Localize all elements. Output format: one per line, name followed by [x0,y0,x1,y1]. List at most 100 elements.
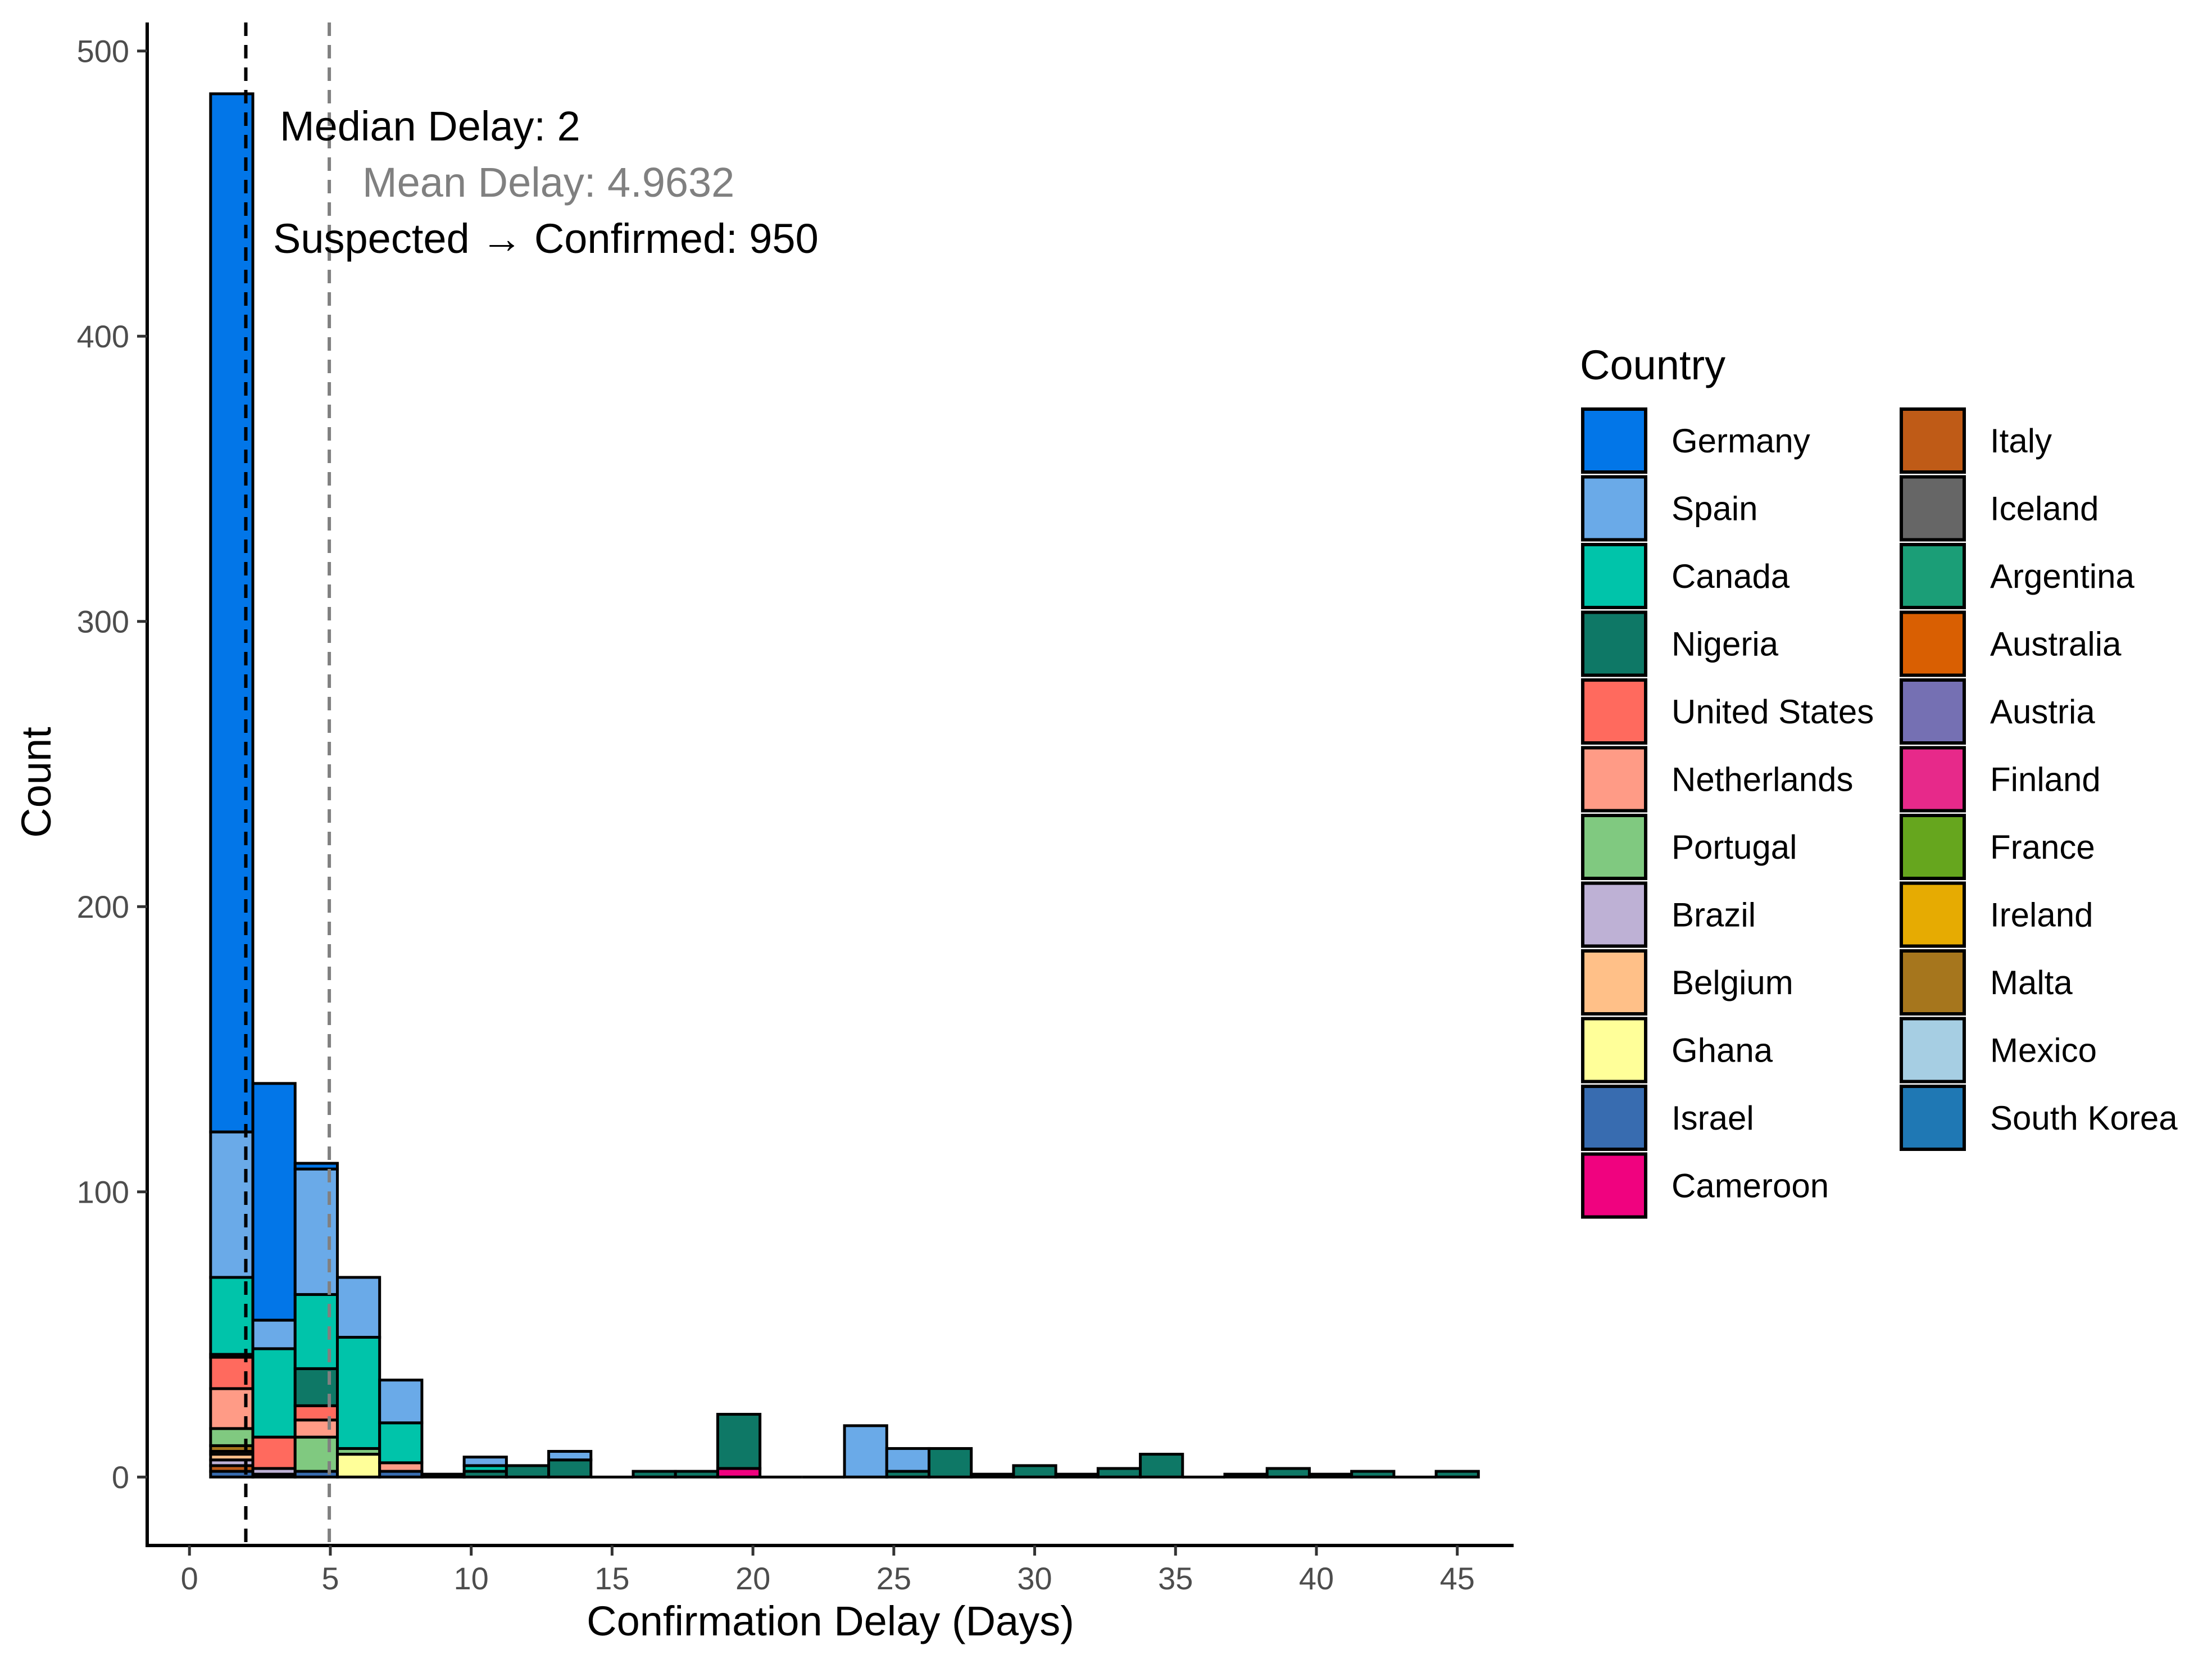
bar-segment-nigeria [1012,1464,1057,1479]
legend-label-belgium: Belgium [1672,964,1793,1001]
legend-swatch-finland [1900,746,1966,813]
mean-delay-label: Mean Delay: 4.9632 [362,159,734,206]
median-delay-label: Median Delay: 2 [280,103,580,149]
bar-segment-nigeria [505,1464,551,1479]
legend-swatch-cameroon [1581,1152,1647,1219]
legend-swatch-malta [1900,949,1966,1016]
y-axis-title: Count [13,727,60,838]
bar-segment-spain [335,1276,381,1339]
x-tick-label: 35 [1158,1561,1193,1596]
legend-swatch-south-korea [1900,1085,1966,1151]
legend-swatch-argentina [1900,543,1966,609]
annotations: Median Delay: 2 Mean Delay: 4.9632 Suspe… [273,103,819,262]
bar-segment-spain [547,1450,593,1462]
bar-segment-nigeria [716,1413,762,1470]
legend-swatch-canada [1581,543,1647,609]
legend-swatch-netherlands [1581,746,1647,813]
bar-segment-canada [293,1293,339,1370]
legend-title: Country [1580,342,1725,388]
bar-segment-nigeria [1139,1453,1184,1479]
bar-segment-nigeria [1434,1470,1480,1479]
legend-label-malta: Malta [1990,964,2073,1001]
bar-segment-spain [251,1318,297,1350]
y-tick-label: 500 [77,34,129,69]
legend-swatch-nigeria [1581,610,1647,677]
legend-label-germany: Germany [1672,422,1810,460]
reference-lines [244,22,331,1545]
bar-segment-spain [462,1456,508,1467]
bar-segment-nigeria [420,1472,466,1479]
legend-swatch-portugal [1581,814,1647,880]
legend-swatch-austria [1900,678,1966,745]
x-tick-label: 25 [876,1561,911,1596]
x-tick-label: 30 [1017,1561,1052,1596]
legend-swatch-mexico [1900,1017,1966,1084]
legend-label-austria: Austria [1990,693,2095,731]
bar-segment-nigeria [293,1367,339,1407]
x-tick-label: 20 [735,1561,770,1596]
x-axis-title: Confirmation Delay (Days) [587,1598,1074,1644]
y-axis-ticks: 0 100 200 300 400 500 [77,34,147,1495]
bar-segment-spain [885,1447,931,1473]
bar-segment-germany [293,1162,339,1171]
legend-label-australia: Australia [1990,625,2122,663]
bar-segment-nigeria [1054,1472,1100,1479]
bar-segment-nigeria [1223,1472,1269,1479]
legend-swatch-australia [1900,610,1966,677]
legend-swatch-israel [1581,1085,1647,1151]
bar-segment-united-states [293,1404,339,1422]
axes [146,22,1514,1547]
legend-swatch-belgium [1581,949,1647,1016]
bar-segment-germany [251,1082,297,1322]
y-tick-label: 200 [77,889,129,924]
suspected-confirmed-label: Suspected → Confirmed: 950 [273,215,819,262]
legend-label-ghana: Ghana [1672,1032,1773,1069]
legend-swatch-germany [1581,407,1647,474]
bar-segment-nigeria [1096,1467,1142,1479]
legend-label-united-states: United States [1672,693,1874,731]
legend-swatch-ireland [1900,881,1966,948]
bar-segment-nigeria [970,1472,1015,1479]
bar-segment-nigeria [1350,1470,1396,1479]
legend-label-nigeria: Nigeria [1672,625,1779,663]
x-tick-label: 0 [181,1561,198,1596]
bar-segment-nigeria [547,1458,593,1479]
legend-swatch-france [1900,814,1966,880]
x-tick-label: 15 [594,1561,629,1596]
y-tick-label: 400 [77,319,129,354]
histogram-bars [209,92,1480,1479]
bar-segment-nigeria [674,1470,719,1479]
bar-segment-netherlands [293,1418,339,1439]
legend-label-spain: Spain [1672,490,1757,528]
legend-label-israel: Israel [1672,1099,1754,1137]
bar-segment-spain [378,1379,424,1425]
legend-label-canada: Canada [1672,557,1790,595]
x-tick-label: 40 [1299,1561,1334,1596]
y-tick-label: 100 [77,1175,129,1210]
legend-label-south-korea: South Korea [1990,1099,2178,1137]
legend-label-argentina: Argentina [1990,557,2134,595]
legend-label-netherlands: Netherlands [1672,761,1854,799]
legend-label-france: France [1990,828,2095,866]
y-tick-label: 0 [112,1459,129,1495]
bar-segment-spain [843,1424,888,1479]
bar-segment-nigeria [632,1470,677,1479]
bar-segment-canada [251,1347,297,1439]
legend-label-mexico: Mexico [1990,1032,2097,1069]
y-tick-label: 300 [77,604,129,640]
legend: Country Germany Spain Canada Nigeria United … [1580,342,2178,1219]
bar-segment-canada [378,1421,424,1465]
legend-swatch-italy [1900,407,1966,474]
legend-swatch-ghana [1581,1017,1647,1084]
x-tick-label: 45 [1440,1561,1475,1596]
legend-label-finland: Finland [1990,761,2101,799]
bar-segment-portugal [293,1435,339,1473]
legend-swatch-brazil [1581,881,1647,948]
x-axis-ticks: 0 5 10 15 20 25 30 35 40 45 [181,1545,1475,1596]
bar-segment-spain [293,1167,339,1296]
bar-segment-ghana [335,1453,381,1479]
bar-segment-canada [335,1336,381,1450]
legend-label-brazil: Brazil [1672,896,1756,934]
legend-swatch-united-states [1581,678,1647,745]
